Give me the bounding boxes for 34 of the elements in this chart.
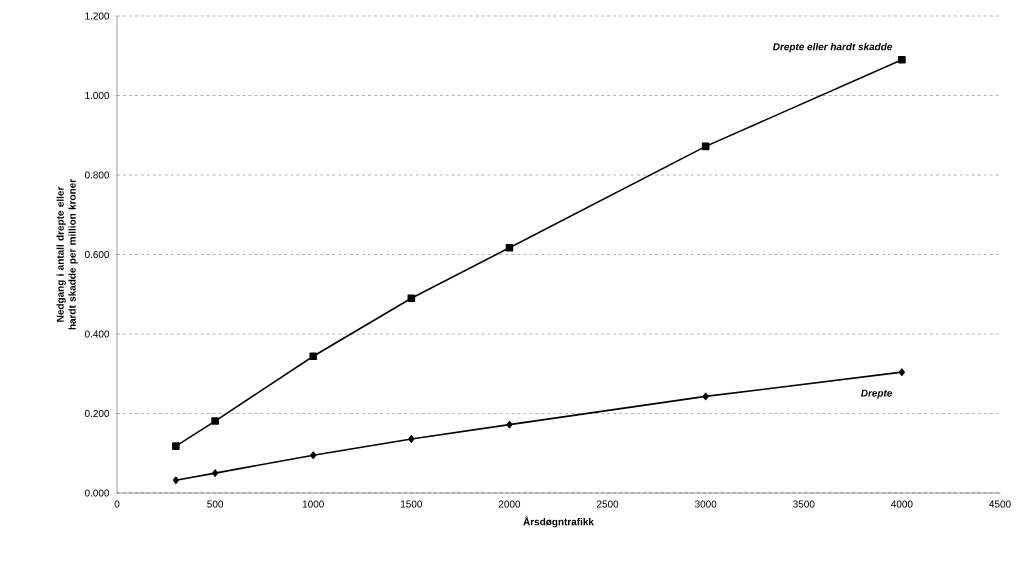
x-tick-label: 1000 (302, 500, 324, 508)
series-label: Drepte eller hardt skadde (772, 42, 893, 53)
x-tick-label: 0 (114, 500, 120, 508)
point (898, 55, 906, 64)
y-tick-label: 0.400 (84, 330, 110, 338)
point (408, 435, 415, 443)
y-tick-label: 0.800 (84, 171, 110, 179)
x-tick-label: 500 (207, 500, 224, 508)
point (211, 417, 219, 425)
point (505, 243, 514, 252)
x-tick-label: 4000 (891, 500, 913, 508)
y-tick-label: 0.600 (84, 250, 110, 259)
x-axis-title: Årsdøgntrafikk (523, 516, 594, 528)
y-tick-label: 0.000 (84, 489, 110, 497)
x-tick-label: 3000 (694, 500, 717, 508)
point (172, 476, 179, 485)
y-tick-label: 1.000 (85, 91, 110, 100)
y-tick-label: 1.200 (85, 12, 110, 20)
point (172, 442, 180, 450)
point (212, 469, 219, 477)
point (702, 392, 709, 401)
point (309, 352, 318, 361)
point (898, 368, 905, 376)
x-tick-label: 1500 (401, 500, 423, 508)
x-tick-label: 2500 (596, 500, 619, 508)
y-tick-label: 0.200 (84, 409, 110, 418)
point (310, 451, 317, 460)
x-tick-label: 2000 (498, 500, 521, 508)
point (407, 294, 416, 303)
point (506, 420, 513, 429)
series-label: Drepte (860, 389, 893, 399)
x-tick-label: 3500 (793, 500, 815, 508)
y-axis-title: Nedgang i antall drepte eller hardt skadde per million kroner (56, 179, 78, 330)
x-tick-label: 4500 (989, 500, 1011, 508)
